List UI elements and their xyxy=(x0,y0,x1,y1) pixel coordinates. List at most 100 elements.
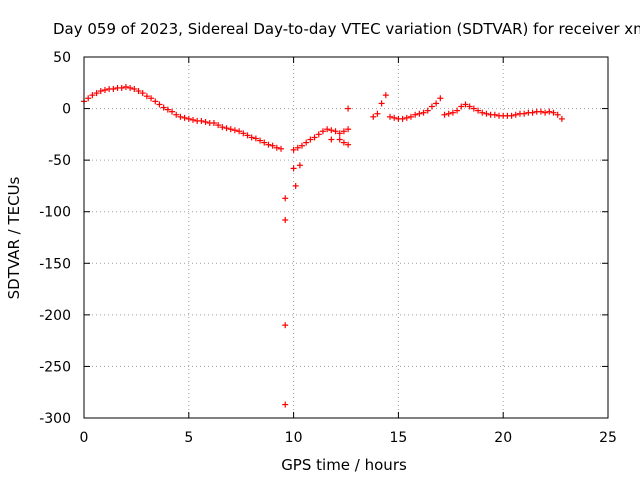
x-tick-label: 20 xyxy=(494,430,512,446)
data-point xyxy=(298,142,305,149)
data-point xyxy=(370,113,377,120)
data-point xyxy=(387,113,394,120)
data-point xyxy=(252,135,259,142)
data-point xyxy=(156,101,163,108)
data-point xyxy=(324,126,331,133)
data-point xyxy=(118,84,125,91)
data-point xyxy=(399,115,406,122)
x-tick-label: 0 xyxy=(80,430,89,446)
y-tick-label: -100 xyxy=(39,205,71,221)
data-point xyxy=(449,109,456,116)
data-point xyxy=(177,113,184,120)
axis-ticks: 50 0 -50 -100 -150 -200 -250 -300 0 5 10 15 20 25 xyxy=(39,50,617,446)
data-point xyxy=(282,216,289,223)
data-point xyxy=(122,83,129,90)
data-point xyxy=(227,126,234,133)
y-tick-label: -300 xyxy=(39,411,71,427)
data-point xyxy=(470,105,477,112)
data-point xyxy=(407,113,414,120)
data-point xyxy=(328,136,335,143)
data-point xyxy=(278,145,285,152)
data-point xyxy=(265,141,272,148)
x-tick-label: 5 xyxy=(184,430,193,446)
y-tick-label: -250 xyxy=(39,359,71,375)
data-point xyxy=(412,111,419,118)
data-point xyxy=(282,322,289,329)
data-point xyxy=(311,134,318,141)
data-point xyxy=(282,195,289,202)
data-point xyxy=(131,85,138,92)
data-point xyxy=(110,85,117,92)
data-point xyxy=(169,108,176,115)
x-tick-label: 10 xyxy=(285,430,303,446)
data-point xyxy=(345,141,352,148)
data-point xyxy=(378,100,385,107)
data-point xyxy=(240,130,247,137)
data-point xyxy=(382,92,389,99)
data-point xyxy=(273,144,280,151)
data-point xyxy=(454,107,461,114)
data-point xyxy=(537,108,544,115)
data-point xyxy=(508,112,515,119)
data-point xyxy=(433,100,440,107)
y-tick-label: 50 xyxy=(53,50,71,66)
data-point xyxy=(445,110,452,117)
y-tick-label: -50 xyxy=(48,153,71,169)
data-point xyxy=(483,110,490,117)
grid-lines xyxy=(84,57,608,418)
data-point xyxy=(332,128,339,135)
data-point xyxy=(521,110,528,117)
x-tick-label: 25 xyxy=(599,430,617,446)
data-point xyxy=(248,134,255,141)
chart-title: Day 059 of 2023, Sidereal Day-to-day VTE… xyxy=(53,20,640,38)
data-point xyxy=(424,107,431,114)
data-point xyxy=(189,116,196,123)
data-point xyxy=(139,90,146,97)
data-point xyxy=(93,90,100,97)
data-point xyxy=(152,98,159,105)
data-point xyxy=(345,126,352,133)
data-point xyxy=(185,115,192,122)
data-point xyxy=(529,109,536,116)
data-point xyxy=(282,401,289,408)
data-point xyxy=(160,104,167,111)
data-point xyxy=(223,125,230,132)
data-point xyxy=(462,101,469,108)
data-point xyxy=(173,111,180,118)
data-point xyxy=(148,95,155,102)
data-point xyxy=(292,182,299,189)
data-point xyxy=(479,109,486,116)
data-point xyxy=(290,146,297,153)
data-point xyxy=(97,88,104,95)
data-point xyxy=(336,136,343,143)
data-point xyxy=(244,132,251,139)
y-tick-label: 0 xyxy=(62,102,71,118)
data-point xyxy=(296,162,303,169)
data-point xyxy=(307,136,314,143)
data-points xyxy=(81,83,565,408)
data-point xyxy=(491,111,498,118)
data-point xyxy=(441,111,448,118)
data-point xyxy=(458,103,465,110)
data-point xyxy=(345,105,352,112)
data-point xyxy=(210,120,217,127)
data-point xyxy=(416,110,423,117)
data-point xyxy=(164,106,171,113)
data-point xyxy=(558,115,565,122)
data-point xyxy=(336,130,343,137)
data-point xyxy=(202,118,209,125)
data-point xyxy=(428,103,435,110)
data-point xyxy=(550,109,557,116)
data-point xyxy=(315,131,322,138)
data-point xyxy=(236,128,243,135)
data-point xyxy=(294,144,301,151)
data-point xyxy=(512,111,519,118)
y-axis-label: SDTVAR / TECUs xyxy=(5,176,23,299)
data-point xyxy=(257,137,264,144)
data-point xyxy=(303,139,310,146)
data-point xyxy=(261,139,268,146)
data-point xyxy=(101,87,108,94)
data-point xyxy=(340,128,347,135)
data-point xyxy=(420,109,427,116)
data-point xyxy=(290,165,297,172)
